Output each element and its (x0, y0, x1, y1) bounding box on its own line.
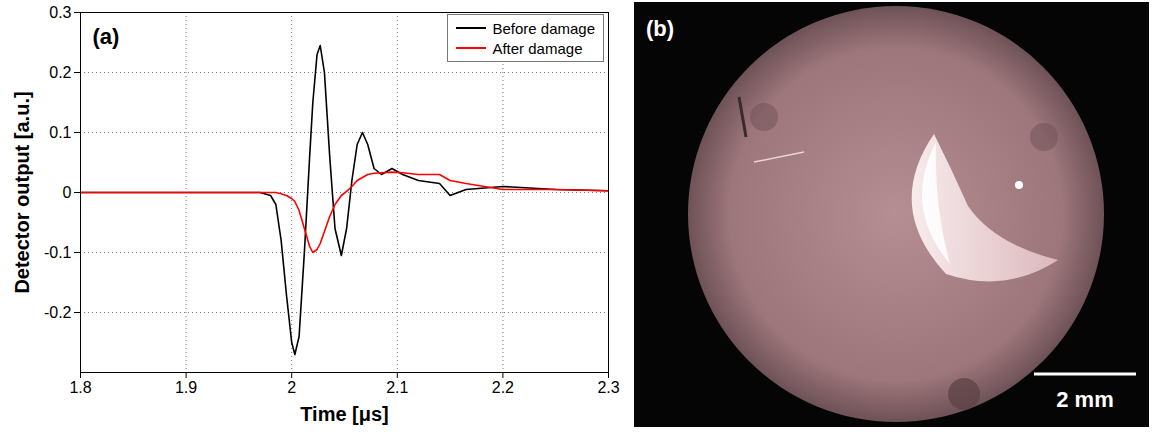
svg-text:0.1: 0.1 (49, 124, 71, 141)
svg-text:Detector output [a.u.]: Detector output [a.u.] (11, 91, 33, 293)
svg-text:2.2: 2.2 (492, 379, 514, 396)
svg-text:2 mm: 2 mm (1056, 387, 1113, 412)
svg-text:0: 0 (63, 184, 72, 201)
svg-text:2.3: 2.3 (597, 379, 619, 396)
svg-text:-0.2: -0.2 (44, 304, 72, 321)
svg-text:(a): (a) (93, 24, 120, 49)
svg-text:0.3: 0.3 (49, 4, 71, 21)
svg-text:-0.1: -0.1 (44, 244, 72, 261)
svg-text:(b): (b) (646, 16, 674, 41)
svg-text:1.8: 1.8 (69, 379, 91, 396)
svg-text:1.9: 1.9 (175, 379, 197, 396)
html-text:Before damage: Before damage (492, 19, 595, 37)
html-text:After damage: After damage (492, 39, 583, 57)
svg-text:Time [μs]: Time [μs] (300, 403, 389, 425)
svg-text:2: 2 (287, 379, 296, 396)
svg-text:0.2: 0.2 (49, 64, 71, 81)
svg-text:2.1: 2.1 (386, 379, 408, 396)
